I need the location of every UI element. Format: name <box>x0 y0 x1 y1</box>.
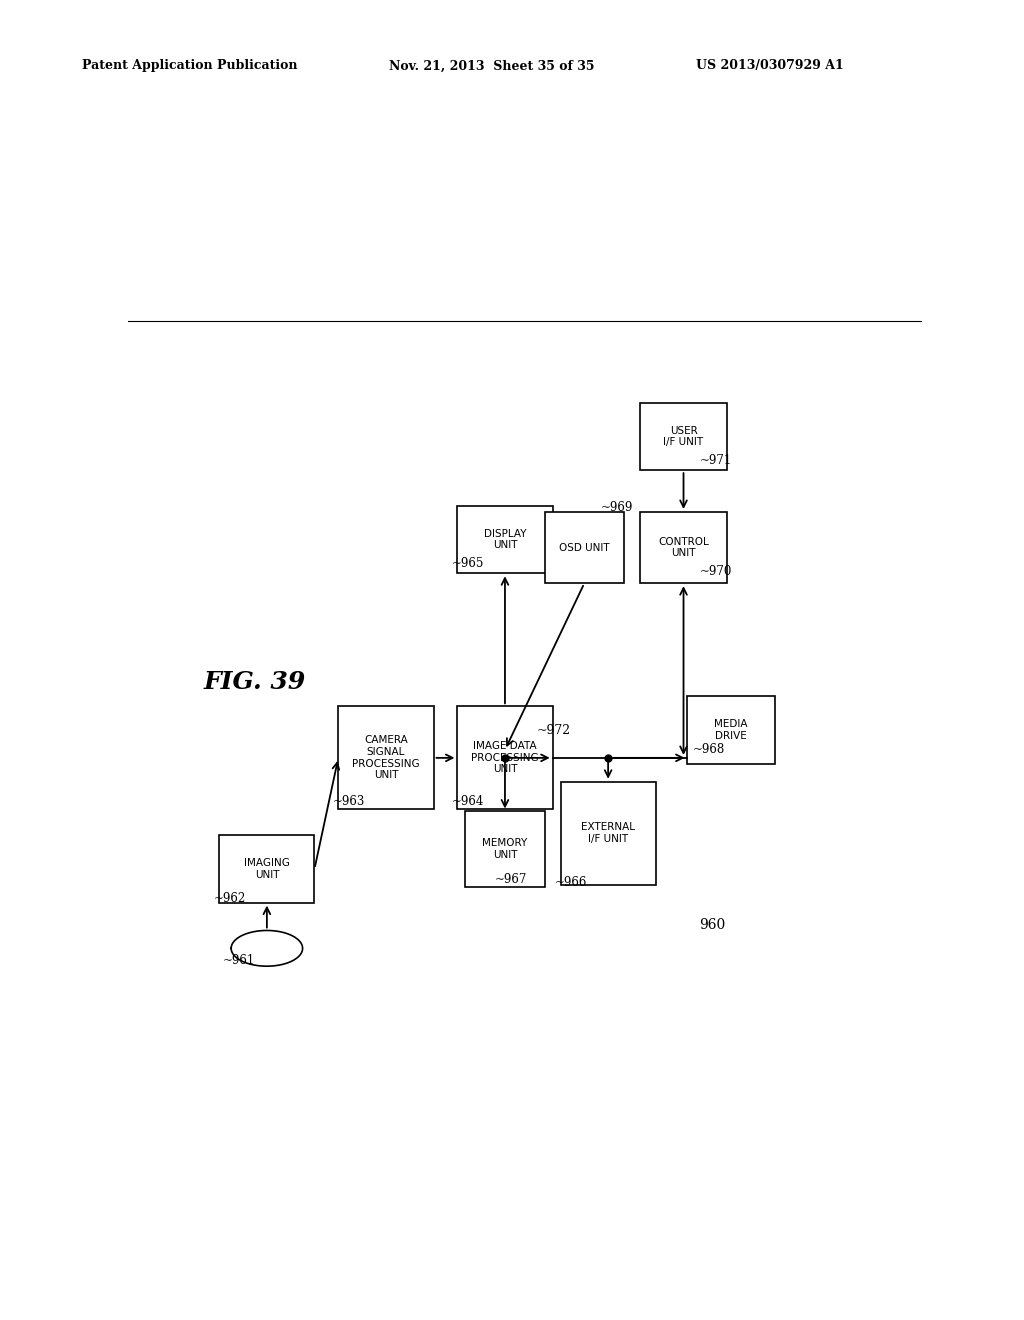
Text: IMAGE DATA
PROCESSING
UNIT: IMAGE DATA PROCESSING UNIT <box>471 742 539 775</box>
FancyBboxPatch shape <box>545 512 624 583</box>
FancyBboxPatch shape <box>458 706 553 809</box>
Text: ~971: ~971 <box>699 454 731 467</box>
FancyBboxPatch shape <box>640 512 727 583</box>
FancyBboxPatch shape <box>338 706 433 809</box>
FancyBboxPatch shape <box>687 697 775 764</box>
FancyBboxPatch shape <box>465 812 545 887</box>
Text: USER
I/F UNIT: USER I/F UNIT <box>664 425 703 447</box>
FancyBboxPatch shape <box>458 506 553 573</box>
Text: ~963: ~963 <box>333 795 366 808</box>
Text: ~965: ~965 <box>452 557 484 570</box>
Text: OSD UNIT: OSD UNIT <box>559 543 609 553</box>
Text: ~970: ~970 <box>699 565 732 578</box>
FancyBboxPatch shape <box>560 781 655 884</box>
Text: ~969: ~969 <box>601 502 634 515</box>
Text: ~962: ~962 <box>214 892 246 904</box>
Text: ~972: ~972 <box>537 725 570 737</box>
Text: Patent Application Publication: Patent Application Publication <box>82 59 297 73</box>
Text: ~966: ~966 <box>555 876 588 888</box>
Text: ~964: ~964 <box>452 795 484 808</box>
Text: Nov. 21, 2013  Sheet 35 of 35: Nov. 21, 2013 Sheet 35 of 35 <box>389 59 595 73</box>
Text: ~961: ~961 <box>223 954 255 966</box>
Text: US 2013/0307929 A1: US 2013/0307929 A1 <box>696 59 844 73</box>
Text: 960: 960 <box>699 917 726 932</box>
Text: DISPLAY
UNIT: DISPLAY UNIT <box>483 529 526 550</box>
Text: CONTROL
UNIT: CONTROL UNIT <box>658 537 709 558</box>
Text: FIG. 39: FIG. 39 <box>204 671 305 694</box>
FancyBboxPatch shape <box>219 836 314 903</box>
Text: EXTERNAL
I/F UNIT: EXTERNAL I/F UNIT <box>582 822 635 843</box>
Text: MEMORY
UNIT: MEMORY UNIT <box>482 838 527 859</box>
FancyBboxPatch shape <box>640 403 727 470</box>
Text: ~968: ~968 <box>693 743 725 756</box>
Text: MEDIA
DRIVE: MEDIA DRIVE <box>715 719 748 741</box>
Text: ~967: ~967 <box>495 873 527 886</box>
Text: CAMERA
SIGNAL
PROCESSING
UNIT: CAMERA SIGNAL PROCESSING UNIT <box>352 735 420 780</box>
Text: IMAGING
UNIT: IMAGING UNIT <box>244 858 290 879</box>
